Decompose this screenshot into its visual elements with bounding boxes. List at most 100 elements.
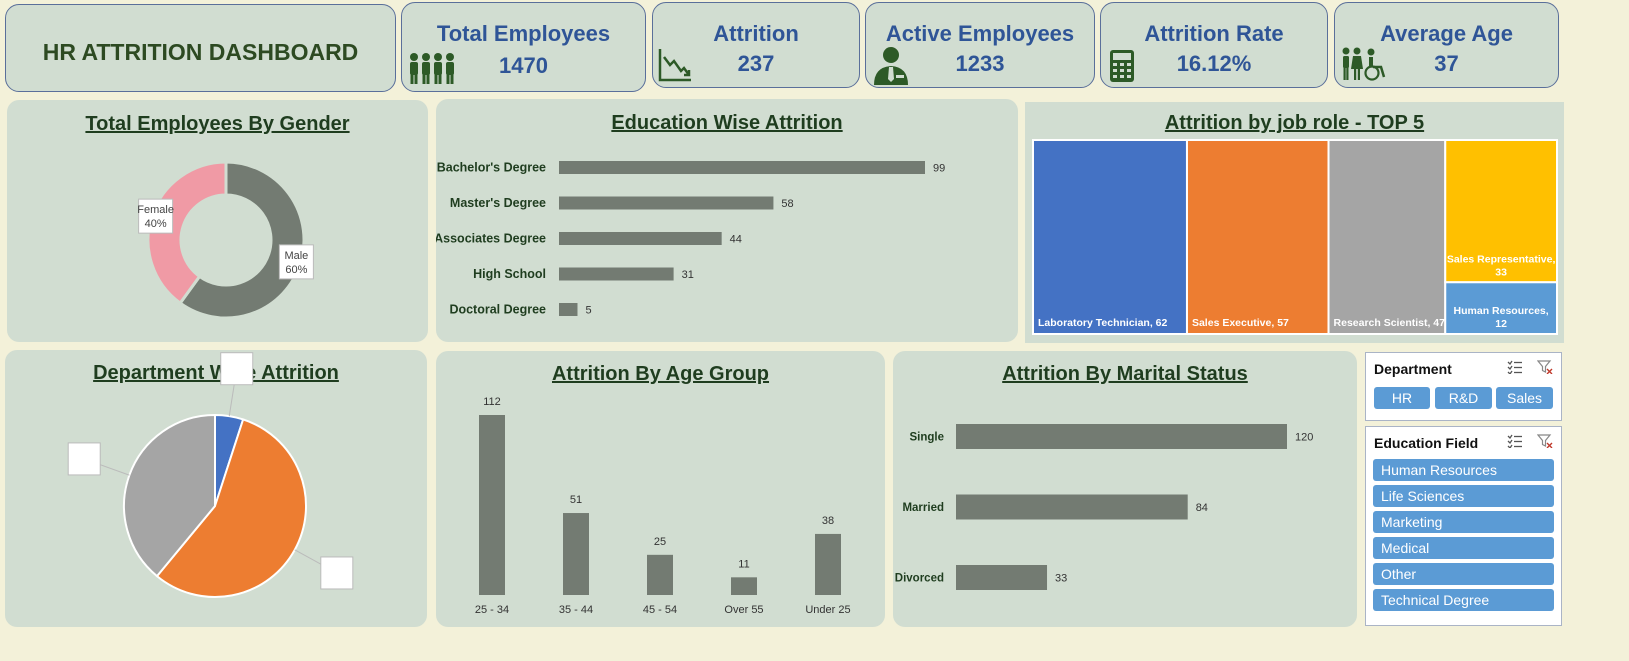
marital-value-label: 120 xyxy=(1295,432,1313,444)
kpi-active-employees-value: 1233 xyxy=(955,51,1005,76)
gender-label-name: Female xyxy=(137,204,174,216)
education-chart-title: Education Wise Attrition xyxy=(611,112,843,134)
kpi-active-employees-label: Active Employees xyxy=(885,21,1075,46)
agegroup-category-label: 25 - 34 xyxy=(475,604,509,616)
agegroup-bar xyxy=(731,577,757,595)
education-category-label: Doctoral Degree xyxy=(449,303,546,317)
education-value-label: 31 xyxy=(682,269,694,281)
department-option-hr[interactable]: HR xyxy=(1374,387,1430,409)
department-chart-title: Department Wise Attrition xyxy=(93,362,339,384)
gender-label-value: 60% xyxy=(285,264,307,276)
treemap-cell xyxy=(1444,281,1559,335)
dashboard-title: HR ATTRITION DASHBOARD xyxy=(42,39,359,65)
department-slice xyxy=(155,418,307,598)
clear-filter-icon[interactable] xyxy=(1537,360,1553,374)
education-bar xyxy=(559,303,578,316)
gender-data-label: Female 40% xyxy=(137,198,174,234)
treemap-cell xyxy=(1327,139,1447,335)
kpi-attrition-rate-value: 16.12% xyxy=(1176,51,1252,76)
education-category-label: Bachelor's Degree xyxy=(437,161,546,175)
kpi-average-age-value: 37 xyxy=(1434,51,1459,76)
treemap-label-value: 33 xyxy=(1495,266,1507,278)
agegroup-chart-title: Attrition By Age Group xyxy=(551,363,770,385)
education-field-slicer: Education Field Human Resources Life Sci… xyxy=(1365,426,1562,626)
education-value-label: 58 xyxy=(781,198,793,210)
agegroup-value-label: 112 xyxy=(483,396,501,408)
department-slicer: Department HR R&D Sales xyxy=(1365,352,1562,421)
jobrole-treemap: Laboratory Technician, 62 Sales Executive… xyxy=(1032,139,1559,335)
kpi-attrition: Attrition 237 xyxy=(652,2,860,88)
kpi-attrition-value: 237 xyxy=(737,51,775,76)
treemap-cell xyxy=(1185,139,1330,335)
education-value-label: 99 xyxy=(933,163,945,175)
agegroup-bar xyxy=(647,554,673,595)
marital-category-label: Divorced xyxy=(895,573,944,585)
department-option-rnd[interactable]: R&D xyxy=(1435,387,1492,409)
kpi-total-employees: Total Employees 1470 xyxy=(401,2,646,92)
kpi-average-age-label: Average Age xyxy=(1380,21,1513,46)
kpi-total-employees-value: 1470 xyxy=(499,53,548,78)
dashboard-title-card: HR ATTRITION DASHBOARD xyxy=(5,4,396,92)
multi-select-icon[interactable] xyxy=(1507,360,1523,374)
multi-select-icon[interactable] xyxy=(1507,434,1523,448)
gender-chart-panel: Total Employees By Gender Male 60% Female 4… xyxy=(7,100,428,342)
declining-chart-icon xyxy=(658,49,691,82)
marital-value-label: 33 xyxy=(1055,573,1067,585)
education-field-option[interactable]: Life Sciences xyxy=(1373,485,1554,507)
gender-chart-title: Total Employees By Gender xyxy=(85,113,350,135)
marital-value-label: 84 xyxy=(1196,502,1208,514)
treemap-cell xyxy=(1032,139,1188,335)
kpi-average-age: Average Age 37 xyxy=(1334,2,1559,88)
education-field-slicer-title: Education Field xyxy=(1374,435,1479,451)
agegroup-value-label: 25 xyxy=(654,536,666,548)
education-field-option[interactable]: Medical xyxy=(1373,537,1554,559)
gender-label-value: 40% xyxy=(145,218,167,230)
marital-bar xyxy=(956,494,1188,520)
gender-slice-male xyxy=(178,160,306,320)
education-value-label: 44 xyxy=(730,234,742,246)
calculator-icon xyxy=(1110,50,1134,82)
education-category-label: Associates Degree xyxy=(436,232,546,246)
gender-label-name: Male xyxy=(284,250,308,262)
people-group-icon xyxy=(410,53,454,84)
gender-slice-female xyxy=(146,160,228,306)
treemap-label-name: Sales Representative, xyxy=(1447,253,1556,265)
agegroup-chart-panel: Attrition By Age Group 112 25 - 34 51 35 - … xyxy=(436,351,885,627)
kpi-attrition-rate: Attrition Rate 16.12% xyxy=(1100,2,1328,88)
agegroup-value-label: 38 xyxy=(822,515,834,527)
department-data-callout xyxy=(294,549,354,590)
kpi-active-employees: Active Employees 1233 xyxy=(865,2,1095,88)
jobrole-chart-panel: Attrition by job role - TOP 5 Laboratory… xyxy=(1025,102,1564,343)
education-field-option[interactable]: Other xyxy=(1373,563,1554,585)
treemap-label: Research Scientist, 47 xyxy=(1334,317,1446,329)
agegroup-value-label: 51 xyxy=(570,494,582,506)
marital-category-label: Married xyxy=(902,502,944,514)
kpi-attrition-label: Attrition xyxy=(713,21,799,46)
department-pie-chart xyxy=(67,352,354,598)
marital-chart-title: Attrition By Marital Status xyxy=(1002,363,1248,385)
treemap-label-value: 12 xyxy=(1495,318,1507,330)
marital-bar xyxy=(956,424,1287,449)
marital-bar xyxy=(956,565,1048,590)
agegroup-category-label: Over 55 xyxy=(724,604,763,616)
gender-donut-chart: Male 60% Female 40% xyxy=(137,160,314,320)
education-field-option[interactable]: Marketing xyxy=(1373,511,1554,533)
agegroup-category-label: 35 - 44 xyxy=(559,604,593,616)
agegroup-category-label: 45 - 54 xyxy=(643,604,677,616)
treemap-label: Sales Executive, 57 xyxy=(1192,317,1289,329)
department-data-callout xyxy=(67,442,130,476)
clear-filter-icon[interactable] xyxy=(1537,434,1553,448)
education-field-option[interactable]: Human Resources xyxy=(1373,459,1554,481)
education-chart-panel: Education Wise Attrition Bachelor's Degr… xyxy=(436,99,1018,342)
education-field-option[interactable]: Technical Degree xyxy=(1373,589,1554,611)
department-slice xyxy=(123,413,216,578)
family-accessibility-icon xyxy=(1342,47,1386,81)
education-category-label: High School xyxy=(473,267,546,281)
marital-chart-panel: Attrition By Marital Status Single 120 Mar… xyxy=(893,351,1357,627)
treemap-label: Laboratory Technician, 62 xyxy=(1038,317,1168,329)
education-bar-chart: Bachelor's Degree 99 Master's Degree 58 Asso… xyxy=(436,161,945,317)
department-chart-panel: Department Wise Attrition xyxy=(5,350,427,627)
kpi-total-employees-label: Total Employees xyxy=(436,21,611,46)
department-option-sales[interactable]: Sales xyxy=(1496,387,1553,409)
kpi-attrition-rate-label: Attrition Rate xyxy=(1144,21,1284,46)
